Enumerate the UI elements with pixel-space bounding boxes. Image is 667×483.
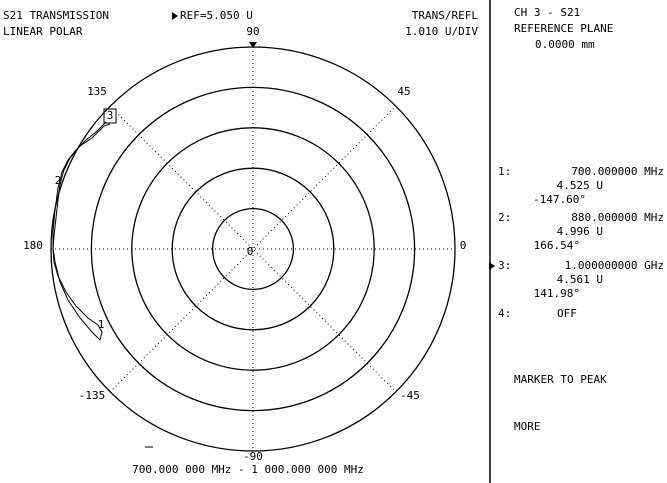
angle-label: 180: [23, 239, 43, 252]
ref-arrow: [172, 12, 178, 20]
sweep-range: 700.000 000 MHz - 1 000.000 000 MHz: [132, 463, 364, 476]
marker-magnitude: 4.561 U: [557, 273, 603, 286]
marker-index: 4:: [498, 307, 511, 320]
angle-label: 45: [397, 85, 410, 98]
title: S21 TRANSMISSION: [3, 9, 109, 22]
marker-phase: 166.54°: [534, 239, 580, 252]
marker-phase: 141.98°: [534, 287, 580, 300]
angle-label: -45: [400, 389, 420, 402]
angle-label: 0: [247, 245, 254, 258]
marker-frequency: OFF: [557, 307, 577, 320]
trace: [52, 123, 111, 341]
trace-marker: 1: [98, 318, 105, 331]
marker-frequency: 700.000000 MHz: [571, 165, 664, 178]
angle-label: -135: [79, 389, 106, 402]
scale: 1.010 U/DIV: [405, 25, 478, 38]
marker-frequency: 880.000000 MHz: [571, 211, 664, 224]
angle-label: 90: [246, 25, 259, 38]
marker-index: 1:: [498, 165, 511, 178]
angle-label: 0: [460, 239, 467, 252]
ref-marker: [249, 42, 257, 48]
format: LINEAR POLAR: [3, 25, 83, 38]
marker-phase: -147.60°: [533, 193, 586, 206]
active-marker-arrow: [489, 262, 495, 270]
trace: [52, 121, 107, 341]
marker-index: 3:: [498, 259, 511, 272]
trace-marker: 2: [55, 174, 62, 187]
channel: CH 3 - S21: [514, 6, 580, 19]
marker-magnitude: 4.996 U: [557, 225, 603, 238]
marker-frequency: 1.000000000 GHz: [565, 259, 664, 272]
plane-value: 0.0000 mm: [535, 38, 595, 51]
angle-label: 135: [87, 85, 107, 98]
mode: TRANS/REFL: [412, 9, 479, 22]
marker-index: 2:: [498, 211, 511, 224]
reference: REF=5.050 U: [180, 9, 253, 22]
angle-label: -90: [243, 450, 263, 463]
softkey[interactable]: MARKER TO PEAK: [514, 373, 607, 386]
softkey[interactable]: MORE: [514, 420, 541, 433]
marker-magnitude: 4.525 U: [557, 179, 603, 192]
reference-plane: REFERENCE PLANE: [514, 22, 613, 35]
trace-marker: 3: [107, 109, 114, 122]
active-marker-box: [103, 108, 117, 124]
